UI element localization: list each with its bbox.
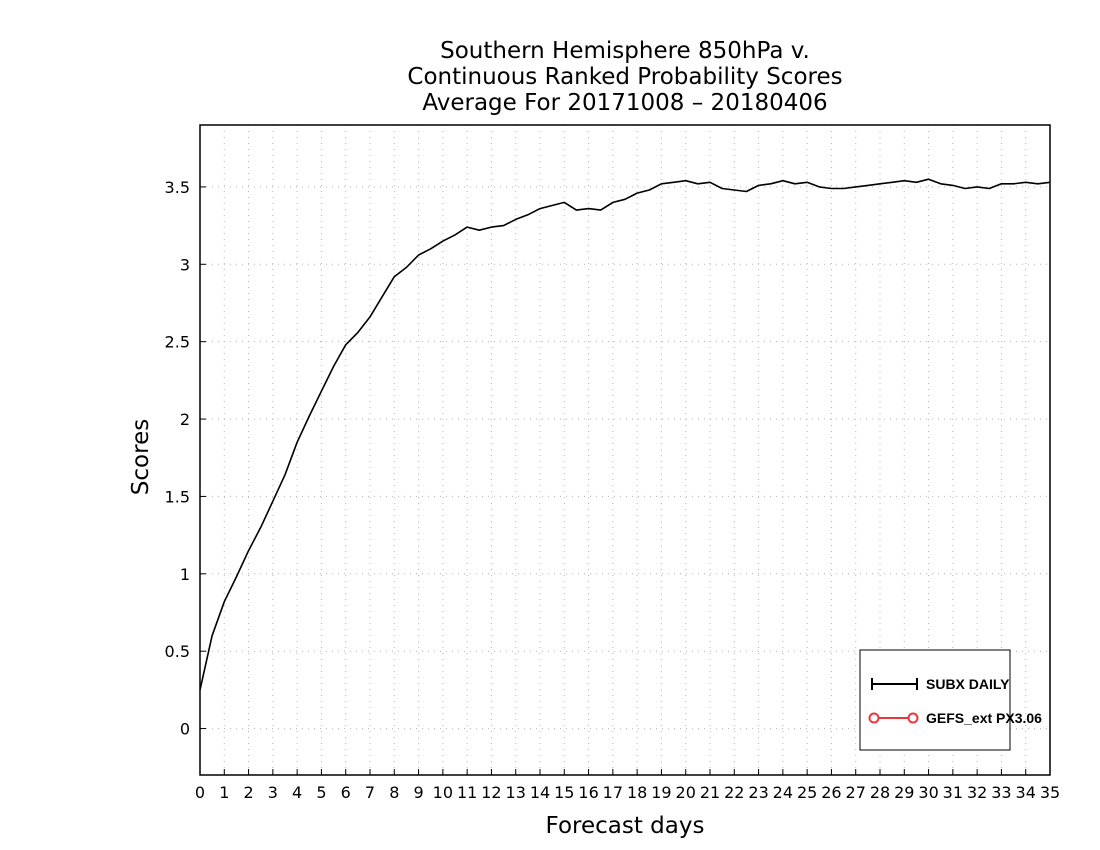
x-tick-label-7: 7 [365, 783, 375, 802]
x-tick-label-34: 34 [1016, 783, 1036, 802]
x-tick-label-2: 2 [243, 783, 253, 802]
chart-title-line-2: Continuous Ranked Probability Scores [407, 64, 842, 90]
series-line-0 [199, 178, 1051, 691]
x-tick-label-24: 24 [773, 783, 793, 802]
x-tick-label-29: 29 [894, 783, 914, 802]
x-tick-label-21: 21 [700, 783, 720, 802]
x-tick-label-22: 22 [724, 783, 744, 802]
x-tick-label-5: 5 [316, 783, 326, 802]
x-tick-label-23: 23 [748, 783, 768, 802]
x-axis-label: Forecast days [546, 813, 705, 839]
y-tick-label-5: 2.5 [165, 333, 190, 352]
x-tick-label-4: 4 [292, 783, 302, 802]
legend-circle-marker-right [907, 712, 919, 724]
legend-label-subx: SUBX DAILY [926, 676, 1010, 692]
legend-circle-marker-left [868, 712, 880, 724]
x-tick-label-17: 17 [603, 783, 623, 802]
x-tick-label-6: 6 [341, 783, 351, 802]
y-tick-label-4: 2 [180, 410, 190, 429]
plot-frame [199, 124, 1051, 776]
x-tick-label-0: 0 [195, 783, 205, 802]
y-tick-label-2: 1 [180, 565, 190, 584]
x-tick-label-31: 31 [943, 783, 963, 802]
y-tick-label-0: 0 [180, 720, 190, 739]
y-axis-label: Scores [128, 419, 154, 495]
x-tick-label-32: 32 [967, 783, 987, 802]
x-tick-label-30: 30 [918, 783, 938, 802]
x-tick-label-16: 16 [578, 783, 598, 802]
legend: SUBX DAILY GEFS_ext PX3.06 [859, 649, 1042, 751]
legend-entry-gefs: GEFS_ext PX3.06 [868, 710, 1042, 726]
x-tick-label-25: 25 [797, 783, 817, 802]
y-tick-label-6: 3 [180, 255, 190, 274]
y-axis-ticks: 0 0.5 1 1.5 2 2.5 3 3.5 [165, 178, 206, 739]
x-tick-label-18: 18 [627, 783, 647, 802]
legend-label-gefs: GEFS_ext PX3.06 [926, 710, 1042, 726]
legend-entry-subx: SUBX DAILY [871, 676, 1010, 692]
x-tick-label-15: 15 [554, 783, 574, 802]
series-layer [199, 178, 1051, 691]
x-axis-ticks: 0 1 2 3 4 5 6 7 8 9 10 11 12 13 14 15 16 17 18 19 20 21 22 23 24… [195, 769, 1060, 802]
y-tick-label-7: 3.5 [165, 178, 190, 197]
x-tick-label-13: 13 [506, 783, 526, 802]
x-tick-label-26: 26 [821, 783, 841, 802]
x-tick-label-33: 33 [991, 783, 1011, 802]
y-tick-label-3: 1.5 [165, 487, 190, 506]
legend-box [859, 649, 1011, 751]
x-tick-label-9: 9 [413, 783, 423, 802]
x-tick-label-1: 1 [219, 783, 229, 802]
y-tick-label-1: 0.5 [165, 642, 190, 661]
x-tick-label-3: 3 [268, 783, 278, 802]
x-tick-label-11: 11 [457, 783, 477, 802]
x-tick-label-14: 14 [530, 783, 550, 802]
x-tick-label-19: 19 [651, 783, 671, 802]
chart-title-line-1: Southern Hemisphere 850hPa v. [440, 38, 810, 64]
x-tick-label-35: 35 [1040, 783, 1060, 802]
x-tick-label-27: 27 [846, 783, 866, 802]
chart-title-line-3: Average For 20171008 – 20180406 [422, 90, 827, 116]
chart-title: Southern Hemisphere 850hPa v. Continuous… [407, 38, 842, 116]
x-tick-label-8: 8 [389, 783, 399, 802]
x-tick-label-10: 10 [433, 783, 453, 802]
x-tick-label-28: 28 [870, 783, 890, 802]
x-tick-label-12: 12 [481, 783, 501, 802]
x-tick-label-20: 20 [676, 783, 696, 802]
